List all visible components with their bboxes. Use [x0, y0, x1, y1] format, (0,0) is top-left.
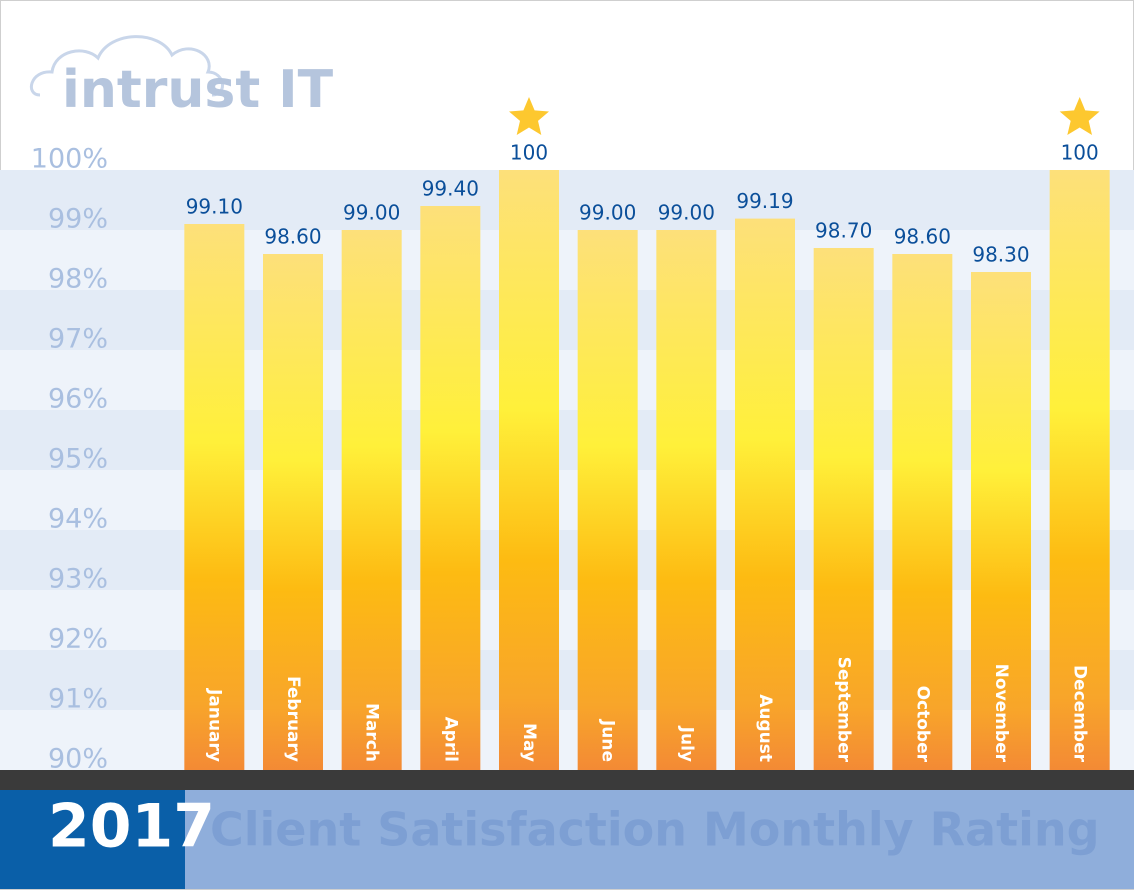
x-tick-label: October [912, 686, 932, 763]
value-label: 99.10 [186, 195, 243, 219]
grid-band [0, 410, 1134, 470]
grid-band [0, 230, 1134, 290]
value-label: 98.60 [894, 225, 951, 249]
grid-band [0, 290, 1134, 350]
x-tick-label: February [283, 676, 303, 762]
value-label: 99.00 [579, 201, 636, 225]
grid-band [0, 710, 1134, 770]
bar [971, 272, 1031, 770]
x-tick-label: July [676, 726, 696, 762]
bar [341, 230, 402, 770]
y-tick-label: 96% [48, 384, 108, 415]
bar [420, 206, 481, 770]
x-tick-label: January [204, 688, 224, 762]
y-tick-label: 92% [48, 624, 108, 655]
value-label: 99.00 [343, 201, 400, 225]
y-tick-label: 95% [48, 444, 108, 475]
year: 2017 [48, 792, 215, 862]
x-tick-label: May [519, 723, 539, 762]
y-tick-label: 97% [48, 324, 108, 355]
chart-title: Client Satisfaction Monthly Rating [210, 803, 1100, 857]
grid-band [0, 170, 1134, 230]
bar [892, 254, 953, 770]
bar [656, 230, 717, 770]
title-band [0, 790, 1134, 889]
value-label: 99.00 [658, 201, 715, 225]
value-label: 98.60 [264, 225, 321, 249]
y-tick-label: 94% [48, 504, 108, 535]
grid-band [0, 590, 1134, 650]
bar [813, 248, 874, 770]
x-tick-label: August [755, 694, 775, 762]
star [1059, 97, 1100, 135]
x-tick-label: June [598, 719, 618, 762]
base-bar [0, 770, 1134, 790]
x-tick-label: December [1070, 665, 1090, 763]
x-tick-label: March [362, 703, 382, 762]
logo-cloud [29, 35, 224, 97]
bar [735, 218, 795, 771]
bar [577, 230, 638, 770]
bar [1049, 170, 1110, 770]
y-tick-label: 98% [48, 264, 108, 295]
grid-band [0, 530, 1134, 590]
brand: intrust IT [62, 60, 334, 120]
y-tick-label: 93% [48, 564, 108, 595]
grid-band [0, 470, 1134, 530]
bar [184, 224, 245, 770]
y-tick-label: 100% [31, 144, 108, 175]
year-box [0, 790, 185, 889]
grid-band [0, 650, 1134, 710]
grid-band [0, 350, 1134, 410]
x-tick-label: April [440, 717, 460, 762]
y-tick-label: 91% [48, 684, 108, 715]
value-label: 100 [510, 141, 548, 165]
value-label: 99.40 [422, 177, 479, 201]
x-tick-label: September [834, 657, 854, 763]
y-tick-label: 99% [48, 204, 108, 235]
value-label: 100 [1061, 141, 1099, 165]
value-label: 98.30 [972, 243, 1029, 267]
bar [499, 170, 559, 770]
bar [263, 254, 323, 770]
y-tick-label: 90% [48, 744, 108, 775]
value-label: 98.70 [815, 219, 872, 243]
star [509, 97, 549, 135]
value-label: 99.19 [736, 189, 793, 213]
x-tick-label: November [991, 664, 1011, 763]
